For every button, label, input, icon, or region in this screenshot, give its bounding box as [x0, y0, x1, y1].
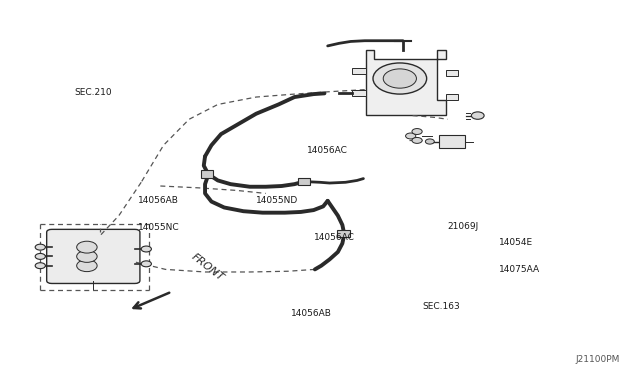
Circle shape: [35, 253, 45, 259]
Polygon shape: [366, 50, 446, 115]
Text: 21069J: 21069J: [448, 222, 479, 231]
Text: 14055NC: 14055NC: [138, 224, 180, 232]
Bar: [200, 170, 213, 178]
Circle shape: [412, 129, 422, 135]
Bar: [446, 70, 458, 76]
Bar: [352, 90, 366, 96]
FancyBboxPatch shape: [47, 230, 140, 283]
Circle shape: [412, 137, 422, 143]
Text: J21100PM: J21100PM: [576, 355, 620, 364]
Text: 14075AA: 14075AA: [499, 265, 540, 274]
Circle shape: [77, 260, 97, 272]
Text: 14056AC: 14056AC: [307, 146, 348, 155]
Bar: [352, 68, 366, 74]
Text: 14056AC: 14056AC: [314, 233, 355, 242]
Circle shape: [383, 69, 417, 88]
Circle shape: [35, 244, 45, 250]
Text: SEC.163: SEC.163: [422, 302, 460, 311]
Bar: [49, 231, 138, 282]
Circle shape: [426, 139, 435, 144]
Circle shape: [77, 241, 97, 253]
Bar: [440, 135, 465, 148]
Text: SEC.210: SEC.210: [74, 88, 112, 97]
Circle shape: [35, 263, 45, 269]
Text: 14056AB: 14056AB: [138, 196, 179, 205]
Bar: [337, 230, 350, 237]
Circle shape: [77, 250, 97, 262]
Text: FRONT: FRONT: [189, 251, 225, 282]
Bar: [298, 178, 310, 185]
Circle shape: [141, 261, 152, 267]
Circle shape: [141, 246, 152, 252]
Circle shape: [373, 63, 427, 94]
Text: 14055ND: 14055ND: [256, 196, 298, 205]
Text: 14054E: 14054E: [499, 238, 533, 247]
Text: 14056AB: 14056AB: [291, 310, 332, 318]
Circle shape: [471, 112, 484, 119]
Circle shape: [406, 133, 416, 139]
Bar: [446, 94, 458, 100]
